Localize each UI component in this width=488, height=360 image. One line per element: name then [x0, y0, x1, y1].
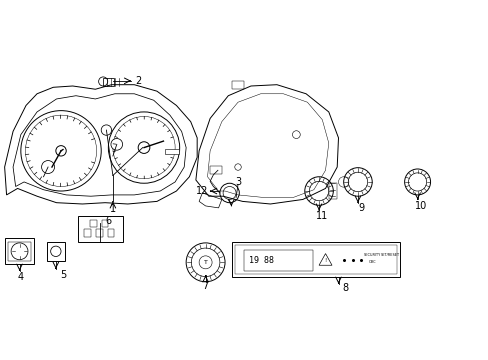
Circle shape	[138, 142, 149, 153]
Text: 3: 3	[234, 177, 241, 187]
Text: 7: 7	[202, 281, 208, 291]
Text: 1: 1	[110, 203, 116, 213]
Bar	[107, 229, 114, 237]
Text: 10: 10	[414, 201, 427, 211]
Bar	[8, 242, 30, 261]
Text: !: !	[324, 258, 326, 263]
Text: 5: 5	[60, 270, 66, 280]
Text: 12: 12	[196, 186, 208, 196]
Text: 9: 9	[357, 203, 364, 213]
Bar	[231, 242, 399, 277]
Text: 4: 4	[18, 271, 24, 282]
Bar	[90, 220, 97, 227]
Text: T: T	[203, 260, 207, 265]
Bar	[102, 220, 108, 227]
Bar	[78, 216, 123, 242]
Circle shape	[111, 139, 122, 150]
Bar	[234, 245, 396, 274]
Bar	[210, 166, 222, 174]
Text: 19 88: 19 88	[248, 256, 273, 265]
Bar	[47, 242, 65, 261]
Text: 6: 6	[105, 216, 111, 226]
Text: ORC: ORC	[367, 260, 375, 264]
Bar	[96, 229, 102, 237]
Text: 11: 11	[316, 211, 328, 221]
Text: SET/RESET: SET/RESET	[380, 253, 399, 257]
Bar	[231, 81, 244, 89]
Bar	[4, 238, 34, 264]
Text: 2: 2	[136, 76, 142, 86]
Text: SECURITY: SECURITY	[363, 253, 380, 257]
Bar	[164, 149, 179, 154]
Circle shape	[56, 146, 66, 156]
Bar	[84, 229, 91, 237]
Bar	[103, 78, 113, 86]
Text: 8: 8	[341, 283, 347, 293]
Bar	[328, 183, 336, 199]
Bar	[244, 250, 312, 271]
